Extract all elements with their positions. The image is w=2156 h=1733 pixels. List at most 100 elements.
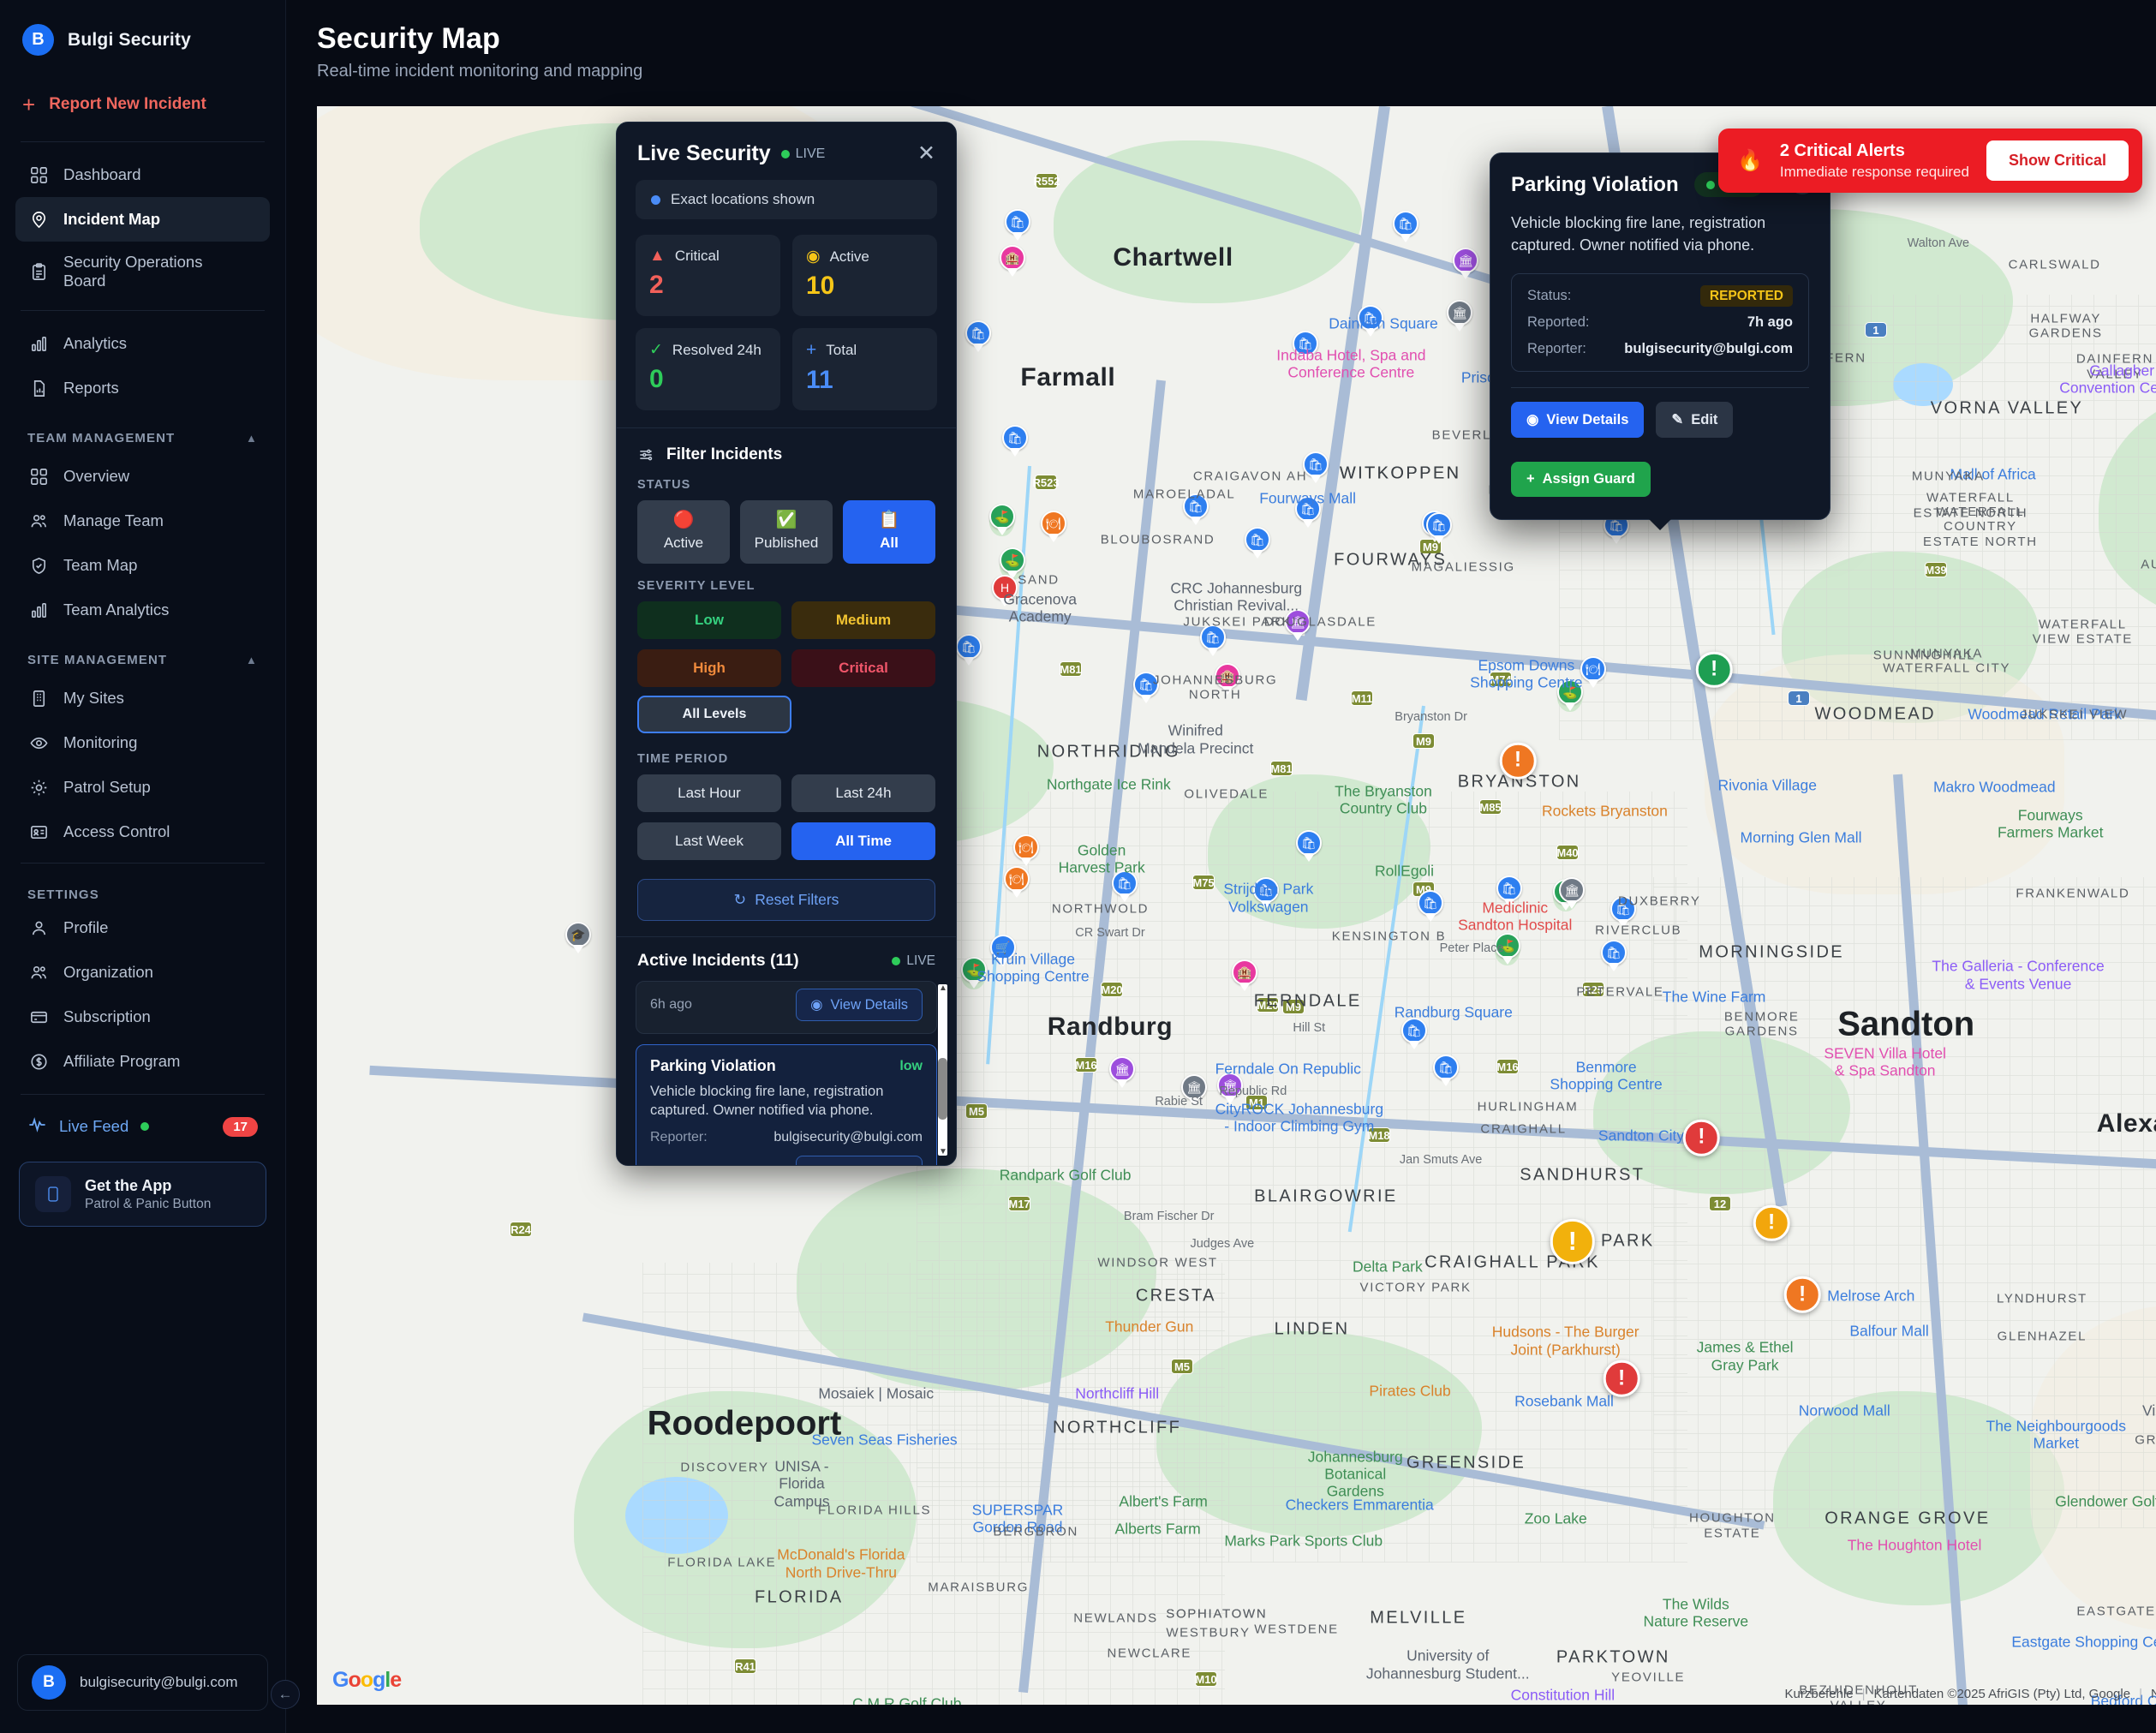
- sidebar-item-manage-team[interactable]: Manage Team: [15, 499, 270, 543]
- poi-pin-morning-glen[interactable]: 🛍: [1245, 527, 1270, 559]
- sidebar-collapse-button[interactable]: ←: [271, 1680, 300, 1709]
- time-filter-last-24h[interactable]: Last 24h: [791, 774, 935, 812]
- poi-pin-epsom-downs[interactable]: 🛍: [1002, 425, 1028, 457]
- sidebar-item-reports[interactable]: Reports: [15, 366, 270, 410]
- section-site-management[interactable]: SITE MANAGEMENT ▲: [0, 632, 285, 676]
- sidebar-item-dashboard[interactable]: Dashboard: [15, 152, 270, 197]
- incident-marker-red-2[interactable]: !: [1603, 1360, 1640, 1397]
- poi-pin-gallagher[interactable]: 🏛: [1453, 248, 1478, 280]
- sidebar-item-access-control[interactable]: Access Control: [15, 810, 270, 854]
- poi-pin-hudsons[interactable]: 🍽: [1013, 834, 1039, 867]
- poi-pin-neighbourgoods[interactable]: 🛍: [1418, 890, 1443, 923]
- sidebar-item-incident-map[interactable]: Incident Map: [15, 197, 270, 242]
- poi-pin-unisa[interactable]: 🎓: [565, 922, 591, 954]
- poi-pin-galleria[interactable]: 🏛: [1285, 609, 1311, 642]
- incident-marker-green[interactable]: !: [1695, 651, 1733, 688]
- poi-pin-randburg-square[interactable]: 🛍: [956, 634, 982, 666]
- user-account-chip[interactable]: B bulgisecurity@bulgi.com: [17, 1654, 268, 1711]
- scroll-down-icon[interactable]: ▼: [939, 1147, 947, 1156]
- sidebar-item-subscription[interactable]: Subscription: [15, 995, 270, 1039]
- poi-pin-norwood-mall[interactable]: 🛍: [1253, 877, 1279, 910]
- poi-pin-woodmead-retail[interactable]: 🛍: [1303, 451, 1329, 484]
- poi-pin-x7[interactable]: 🏛: [1559, 877, 1585, 910]
- incident-marker-orange[interactable]: !: [1499, 742, 1537, 780]
- severity-filter-all-levels[interactable]: All Levels: [637, 696, 791, 733]
- poi-pin-meadowdale-mall[interactable]: 🛍: [1601, 940, 1627, 972]
- poi-pin-benmore[interactable]: 🛍: [1133, 672, 1159, 704]
- poi-pin-modderfontein-golf[interactable]: ⛳: [1557, 679, 1583, 712]
- status-filter-published[interactable]: ✅ Published: [740, 500, 833, 564]
- view-details-button[interactable]: ◉ View Details: [1511, 402, 1645, 439]
- poi-pin-rollegoli[interactable]: ⛳: [1000, 547, 1025, 580]
- poi-pin-greenstone[interactable]: 🛍: [1496, 875, 1522, 908]
- sidebar-item-my-sites[interactable]: My Sites: [15, 676, 270, 720]
- sidebar-item-monitoring[interactable]: Monitoring: [15, 720, 270, 765]
- poi-pin-victoria-yards[interactable]: 🏛: [1217, 1073, 1243, 1105]
- poi-pin-x1[interactable]: 🛍: [1293, 331, 1318, 363]
- sidebar-item-overview[interactable]: Overview: [15, 454, 270, 499]
- severity-filter-medium[interactable]: Medium: [791, 601, 935, 639]
- poi-pin-checkers[interactable]: 🛒: [990, 935, 1016, 967]
- severity-filter-low[interactable]: Low: [637, 601, 781, 639]
- poi-pin-pirates-club[interactable]: 🍽: [1004, 866, 1030, 899]
- time-filter-last-hour[interactable]: Last Hour: [637, 774, 781, 812]
- brand[interactable]: B Bulgi Security: [0, 0, 285, 75]
- poi-pin-seven-villa[interactable]: 🏨: [1215, 663, 1240, 696]
- attrib-shortcuts[interactable]: Kurzbefehle: [1784, 1687, 1854, 1701]
- severity-filter-high[interactable]: High: [637, 649, 781, 687]
- poi-pin-bedford-centre[interactable]: 🛍: [1433, 1055, 1459, 1087]
- poi-pin-marks-park[interactable]: ⛳: [961, 957, 987, 989]
- poi-pin-wine-farm[interactable]: 🛍: [1200, 624, 1226, 657]
- severity-filter-critical[interactable]: Critical: [791, 649, 935, 687]
- poi-pin-kyalami[interactable]: 🛍: [1393, 211, 1418, 243]
- map-canvas[interactable]: R552 R523 M9 M9 M85 M9 M81 M75 M40 M74 M…: [317, 106, 2156, 1705]
- list-item[interactable]: Parking Violation low Vehicle blocking f…: [636, 1044, 937, 1165]
- time-filter-all-time[interactable]: All Time: [791, 822, 935, 860]
- stat-card-total[interactable]: + Total 11: [792, 328, 937, 410]
- poi-pin-constitution-hill[interactable]: 🏛: [1109, 1056, 1135, 1089]
- active-incidents-list[interactable]: 6h ago ◉ View Details Parking Violation …: [617, 981, 956, 1165]
- scrollbar-thumb[interactable]: [938, 1058, 947, 1120]
- poi-pin-dainfern-square[interactable]: 🛍: [1005, 209, 1030, 242]
- sidebar-item-patrol-setup[interactable]: Patrol Setup: [15, 765, 270, 810]
- sidebar-item-analytics[interactable]: Analytics: [15, 321, 270, 366]
- sidebar-item-organization[interactable]: Organization: [15, 950, 270, 995]
- sidebar-item-team-analytics[interactable]: Team Analytics: [15, 588, 270, 632]
- poi-pin-mediclinic[interactable]: H: [992, 575, 1018, 607]
- sidebar-item-security-operations-board[interactable]: Security Operations Board: [15, 242, 270, 302]
- scroll-up-icon[interactable]: ▲: [939, 983, 947, 993]
- report-new-incident-button[interactable]: + Report New Incident: [17, 85, 268, 124]
- get-the-app-card[interactable]: Get the App Patrol & Panic Button: [19, 1162, 266, 1228]
- poi-pin-nizamiye-mosque[interactable]: 🏛: [1447, 300, 1472, 332]
- poi-pin-bossa[interactable]: 🍽: [1580, 656, 1606, 689]
- poi-pin-x4[interactable]: 🏛: [1181, 1074, 1207, 1107]
- sidebar-item-affiliate-program[interactable]: Affiliate Program: [15, 1039, 270, 1084]
- poi-pin-balfour-mall[interactable]: 🛍: [1296, 830, 1322, 863]
- view-details-button[interactable]: ◉ View Details: [796, 989, 923, 1021]
- poi-pin-rockets-bryanston[interactable]: 🍽: [1041, 511, 1066, 543]
- poi-pin-mall-of-africa[interactable]: 🛍: [1358, 305, 1383, 338]
- poi-pin-bryanston-country-club[interactable]: ⛳: [989, 504, 1015, 536]
- section-team-management[interactable]: TEAM MANAGEMENT ▲: [0, 410, 285, 454]
- poi-pin-houghton-hotel[interactable]: 🏨: [1232, 959, 1257, 992]
- incident-marker-amber[interactable]: !: [1753, 1204, 1790, 1242]
- sidebar-item-team-map[interactable]: Team Map: [15, 543, 270, 588]
- poi-pin-makro-germiston[interactable]: 🛍: [1610, 896, 1636, 929]
- poi-pin-makro-woodmead[interactable]: 🛍: [1295, 496, 1321, 529]
- poi-pin-rivonia-village[interactable]: 🛍: [1183, 493, 1209, 526]
- stat-card-resolved[interactable]: ✓ Resolved 24h 0: [636, 328, 780, 410]
- list-item[interactable]: 6h ago ◉ View Details: [636, 981, 937, 1034]
- poi-pin-eastgate[interactable]: 🛍: [1401, 1018, 1427, 1050]
- close-icon[interactable]: ✕: [917, 141, 935, 165]
- incident-marker-orange-2[interactable]: !: [1783, 1276, 1821, 1313]
- poi-pin-indaba-hotel[interactable]: 🏨: [1000, 245, 1025, 278]
- status-filter-all[interactable]: 📋 All: [843, 500, 935, 564]
- poi-pin-x6[interactable]: 🛍: [1426, 512, 1452, 545]
- incident-marker-yellow[interactable]: !: [1550, 1218, 1596, 1264]
- poi-pin-rosebank-mall[interactable]: 🛍: [1112, 870, 1138, 903]
- view-details-button[interactable]: ◉ View Details: [796, 1155, 923, 1165]
- stat-card-critical[interactable]: ▲ Critical 2: [636, 235, 780, 316]
- assign-guard-button[interactable]: + Assign Guard: [1511, 462, 1651, 498]
- attrib-terms[interactable]: Nutzungsbedingungen: [2150, 1687, 2156, 1701]
- show-critical-button[interactable]: Show Critical: [1986, 140, 2129, 181]
